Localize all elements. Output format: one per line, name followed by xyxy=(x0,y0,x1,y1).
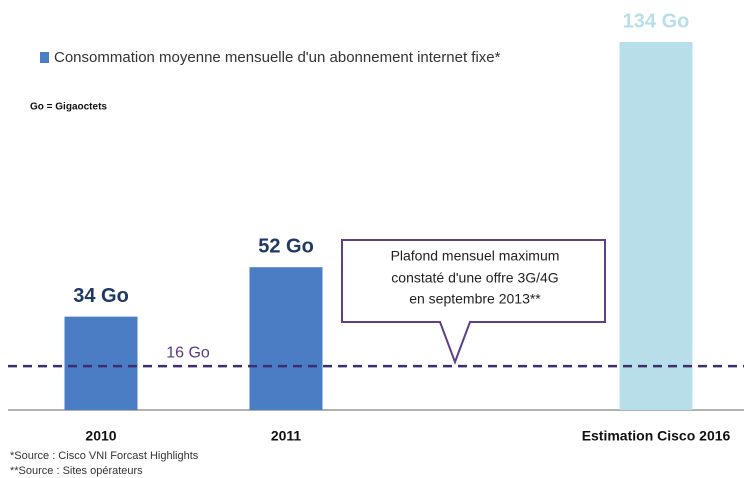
bar xyxy=(64,316,138,410)
value-label: 52 Go xyxy=(258,235,314,257)
legend-swatch xyxy=(40,52,49,63)
callout-box xyxy=(341,239,606,365)
legend-label: Consommation moyenne mensuelle d'un abon… xyxy=(54,49,501,66)
bar xyxy=(619,42,693,410)
x-tick-label: Estimation Cisco 2016 xyxy=(582,428,731,444)
x-tick-label: 2011 xyxy=(271,428,302,444)
callout-text: en septembre 2013** xyxy=(409,291,541,307)
unit-note: Go = Gigaoctets xyxy=(30,102,107,113)
callout-text: constaté d'une offre 3G/4G xyxy=(391,270,558,286)
bar xyxy=(249,267,323,410)
value-label: 34 Go xyxy=(73,285,129,307)
note: **Source : Sites opérateurs xyxy=(10,465,143,477)
value-label: 134 Go xyxy=(623,10,690,32)
x-tick-label: 2010 xyxy=(85,428,116,444)
callout-text: Plafond mensuel maximum xyxy=(391,248,560,264)
note: *Source : Cisco VNI Forcast Highlights xyxy=(10,450,199,462)
reference-label: 16 Go xyxy=(166,344,210,361)
